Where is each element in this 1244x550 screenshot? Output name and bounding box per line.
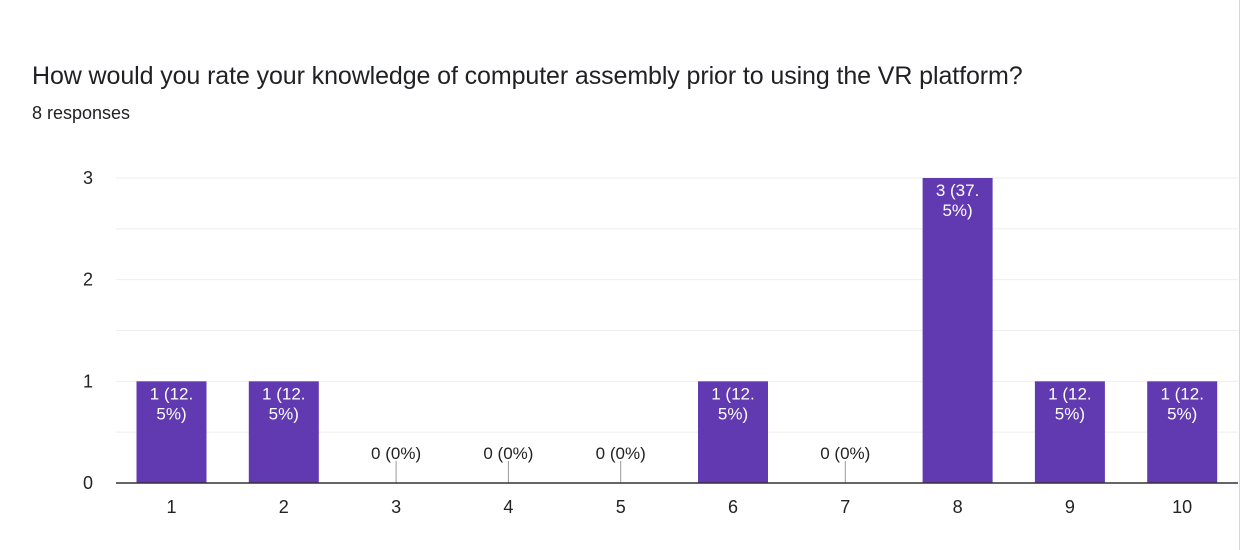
x-tick-label: 8 <box>953 497 963 517</box>
data-labels: 1 (12.5%)1 (12.5%)0 (0%) 0 (0%) 0 (0%)1 (1… <box>150 181 1204 483</box>
panel-right-border <box>1239 0 1240 550</box>
bar-data-label: 1 (12. <box>1160 384 1203 403</box>
bar <box>248 381 319 483</box>
bar-data-label: 5%) <box>269 404 299 423</box>
bar <box>1147 381 1218 483</box>
bar-data-label: 5%) <box>1167 404 1197 423</box>
bar-data-label: 5%) <box>156 404 186 423</box>
bar <box>136 381 207 483</box>
bar-data-label: 1 (12. <box>150 384 193 403</box>
bar-data-label: 5%) <box>718 404 748 423</box>
y-tick-label: 0 <box>83 473 93 493</box>
bar-data-label: 0 (0%) <box>483 444 533 463</box>
bar-data-label: 1 (12. <box>1048 384 1091 403</box>
response-count: 8 responses <box>32 103 131 123</box>
x-tick-label: 1 <box>166 497 176 517</box>
bar-data-label: 0 (0%) <box>371 444 421 463</box>
x-tick-label: 7 <box>840 497 850 517</box>
bar-data-label: 5%) <box>1055 404 1085 423</box>
y-axis-tick-labels: 0 1 2 3 <box>83 168 93 493</box>
x-tick-label: 6 <box>728 497 738 517</box>
bars <box>136 178 1218 483</box>
x-tick-label: 5 <box>616 497 626 517</box>
x-tick-label: 2 <box>279 497 289 517</box>
y-tick-label: 1 <box>83 371 93 391</box>
x-tick-label: 3 <box>391 497 401 517</box>
x-tick-label: 4 <box>503 497 513 517</box>
bar-data-label: 0 (0%) <box>596 444 646 463</box>
bar <box>922 178 993 483</box>
y-tick-label: 3 <box>83 168 93 188</box>
bar-data-label: 3 (37. <box>936 181 979 200</box>
x-tick-label: 10 <box>1172 497 1192 517</box>
x-axis-tick-labels: 1 2 3 4 5 6 7 8 9 10 <box>166 497 1192 517</box>
x-tick-label: 9 <box>1065 497 1075 517</box>
y-tick-label: 2 <box>83 270 93 290</box>
bar <box>1034 381 1105 483</box>
bar-data-label: 5%) <box>942 201 972 220</box>
bar <box>698 381 768 483</box>
question-title: How would you rate your knowledge of com… <box>32 62 1023 90</box>
bar-data-label: 1 (12. <box>711 384 754 403</box>
bar-data-label: 1 (12. <box>262 384 305 403</box>
bar-data-label: 0 (0%) <box>820 444 870 463</box>
